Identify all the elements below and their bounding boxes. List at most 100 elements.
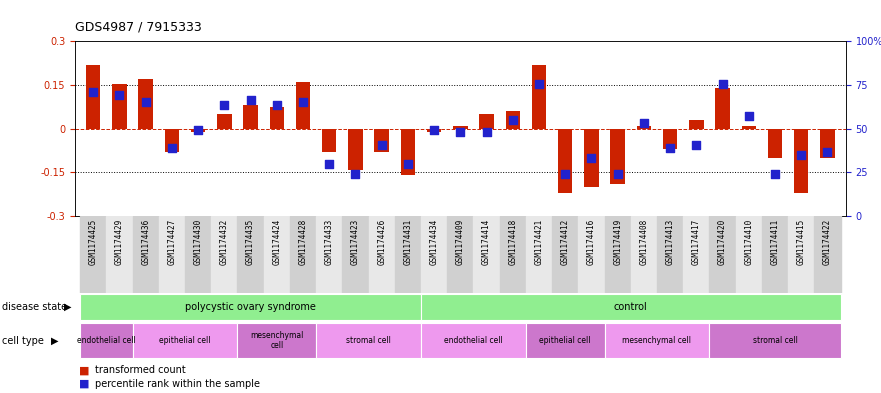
Bar [322, 129, 337, 152]
Bar [132, 216, 159, 293]
Text: GSM1174410: GSM1174410 [744, 219, 753, 265]
Bar [532, 64, 546, 129]
Text: GSM1174436: GSM1174436 [141, 219, 150, 265]
Text: GSM1174413: GSM1174413 [665, 219, 675, 265]
Text: GSM1174427: GSM1174427 [167, 219, 176, 265]
Bar [80, 294, 421, 320]
Point [348, 171, 362, 177]
Point [191, 127, 205, 133]
Bar [584, 129, 598, 187]
Point [218, 102, 232, 108]
Text: GDS4987 / 7915333: GDS4987 / 7915333 [75, 20, 202, 33]
Bar [238, 323, 316, 358]
Bar [552, 216, 578, 293]
Text: control: control [614, 302, 648, 312]
Bar [453, 126, 468, 129]
Point [243, 96, 257, 103]
Bar [421, 323, 526, 358]
Text: GSM1174411: GSM1174411 [771, 219, 780, 265]
Text: GSM1174419: GSM1174419 [613, 219, 622, 265]
Point [454, 129, 468, 135]
Bar [138, 79, 153, 129]
Point [768, 171, 782, 177]
Text: mesenchymal
cell: mesenchymal cell [250, 331, 303, 350]
Bar [794, 129, 809, 193]
Text: GSM1174415: GSM1174415 [796, 219, 806, 265]
Text: GSM1174428: GSM1174428 [299, 219, 307, 265]
Bar [185, 216, 211, 293]
Bar [263, 216, 290, 293]
Point [113, 92, 127, 98]
Bar [112, 84, 127, 129]
Point [86, 89, 100, 95]
Text: GSM1174434: GSM1174434 [430, 219, 439, 265]
Bar [611, 129, 625, 184]
Bar [689, 120, 704, 129]
Text: GSM1174433: GSM1174433 [325, 219, 334, 265]
Bar [427, 129, 441, 132]
Text: polycystic ovary syndrome: polycystic ovary syndrome [185, 302, 316, 312]
Text: ■: ■ [79, 378, 90, 389]
Point [742, 112, 756, 119]
Bar [348, 129, 363, 169]
Bar [709, 323, 840, 358]
Bar [290, 216, 316, 293]
Text: GSM1174416: GSM1174416 [587, 219, 596, 265]
Point [506, 117, 520, 123]
Bar [788, 216, 814, 293]
Text: GSM1174421: GSM1174421 [535, 219, 544, 265]
Text: GSM1174408: GSM1174408 [640, 219, 648, 265]
Bar [604, 323, 709, 358]
Bar [243, 105, 258, 129]
Bar [742, 126, 756, 129]
Bar [604, 216, 631, 293]
Point [637, 120, 651, 126]
Bar [709, 216, 736, 293]
Bar [736, 216, 762, 293]
Text: ▶: ▶ [64, 302, 72, 312]
Text: GSM1174423: GSM1174423 [351, 219, 360, 265]
Bar [107, 216, 132, 293]
Text: endothelial cell: endothelial cell [77, 336, 136, 345]
Bar [500, 216, 526, 293]
Bar [296, 82, 310, 129]
Text: GSM1174425: GSM1174425 [89, 219, 98, 265]
Text: GSM1174409: GSM1174409 [455, 219, 465, 265]
Bar [421, 294, 840, 320]
Point [532, 81, 546, 87]
Text: GSM1174430: GSM1174430 [194, 219, 203, 265]
Bar [767, 129, 782, 158]
Bar [132, 323, 238, 358]
Point [715, 81, 729, 87]
Text: transformed count: transformed count [95, 365, 186, 375]
Bar [316, 323, 421, 358]
Bar [343, 216, 368, 293]
Point [611, 171, 625, 177]
Point [663, 145, 677, 151]
Bar [683, 216, 709, 293]
Point [165, 145, 179, 151]
Bar [401, 129, 415, 175]
Bar [316, 216, 343, 293]
Bar [374, 129, 389, 152]
Bar [820, 129, 834, 158]
Bar [217, 114, 232, 129]
Point [689, 141, 703, 148]
Bar [479, 114, 493, 129]
Bar [526, 323, 604, 358]
Bar [663, 129, 677, 149]
Point [401, 160, 415, 167]
Text: ▶: ▶ [51, 336, 59, 345]
Text: percentile rank within the sample: percentile rank within the sample [95, 378, 260, 389]
Bar [526, 216, 552, 293]
Bar [578, 216, 604, 293]
Bar [421, 216, 448, 293]
Point [584, 155, 598, 161]
Bar [159, 216, 185, 293]
Bar [211, 216, 238, 293]
Text: GSM1174431: GSM1174431 [403, 219, 412, 265]
Text: GSM1174424: GSM1174424 [272, 219, 281, 265]
Bar [473, 216, 500, 293]
Text: GSM1174429: GSM1174429 [115, 219, 124, 265]
Bar [814, 216, 840, 293]
